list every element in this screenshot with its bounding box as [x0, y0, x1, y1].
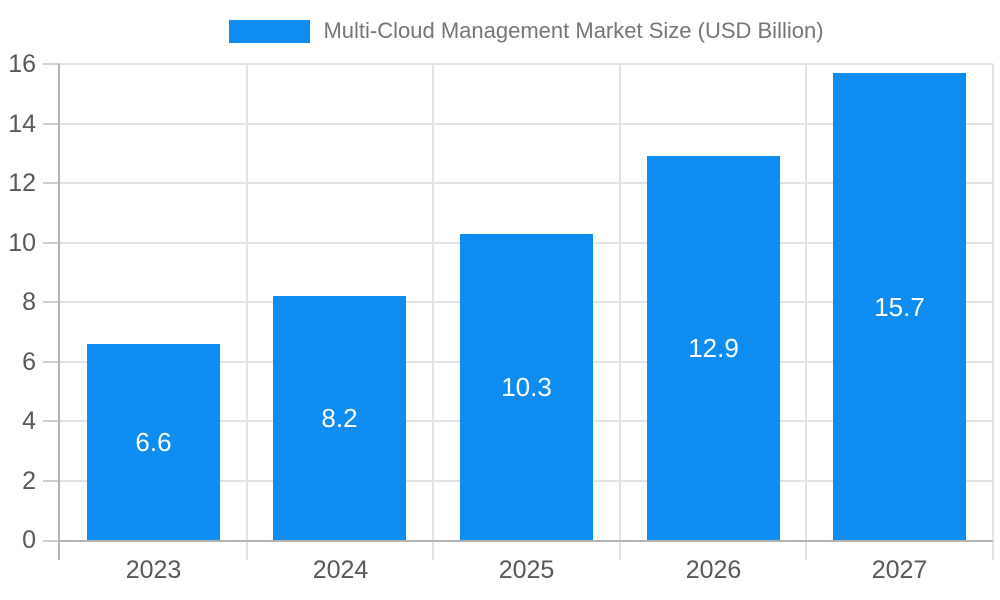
y-tick: [43, 479, 60, 482]
y-tick: [43, 360, 60, 363]
y-axis-label: 16: [8, 50, 36, 78]
x-axis-line: [60, 540, 993, 542]
v-gridline: [992, 64, 994, 560]
legend-swatch: [229, 19, 311, 43]
y-axis-label: 0: [22, 526, 36, 554]
x-axis-label: 2025: [498, 556, 555, 584]
x-axis-label: 2026: [685, 556, 742, 584]
bar: 15.7: [833, 73, 966, 540]
h-gridline: [60, 182, 993, 184]
h-gridline: [60, 63, 993, 65]
y-tick: [43, 241, 60, 244]
x-axis-label: 2023: [125, 556, 182, 584]
y-tick: [43, 301, 60, 303]
bar-value-label: 8.2: [321, 403, 358, 433]
y-axis-label: 12: [8, 169, 36, 197]
y-axis-label: 8: [22, 288, 36, 316]
plot-area: 0 2 4 6 8 10 12 14 16 6.6 2023 8.2 2024 10.3 2025 12.9 2…: [8, 51, 994, 583]
v-gridline: [246, 64, 248, 560]
bar-value-label: 10.3: [501, 372, 552, 402]
v-gridline: [432, 64, 434, 560]
y-tick: [43, 540, 60, 542]
y-axis-label: 4: [22, 407, 36, 435]
bar-value-label: 15.7: [874, 291, 925, 322]
y-axis-label: 2: [22, 466, 36, 495]
bar: 12.9: [647, 156, 780, 540]
bar: 10.3: [460, 234, 593, 540]
h-gridline: [60, 122, 993, 125]
v-gridline: [619, 64, 621, 560]
y-tick: [43, 63, 60, 65]
legend: Multi-Cloud Management Market Size (USD …: [60, 17, 993, 45]
x-axis-label: 2027: [871, 556, 928, 584]
bar-value-label: 6.6: [135, 427, 172, 457]
y-axis-line: [58, 64, 60, 560]
y-axis-label: 14: [8, 109, 36, 138]
y-axis-label: 6: [22, 347, 36, 376]
v-gridline: [805, 64, 807, 560]
y-tick: [43, 420, 60, 422]
bar: 8.2: [273, 296, 406, 540]
chart-title: Multi-Cloud Management Market Size (USD …: [323, 18, 824, 43]
bar-value-label: 12.9: [688, 333, 739, 363]
bar: 6.6: [87, 344, 220, 540]
y-tick: [43, 122, 60, 125]
y-axis-label: 10: [8, 228, 36, 257]
y-tick: [43, 182, 60, 184]
x-axis-label: 2024: [312, 556, 369, 584]
